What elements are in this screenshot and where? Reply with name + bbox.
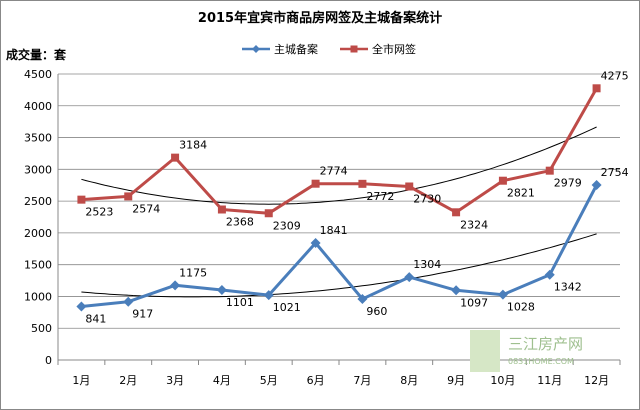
data-label: 2730 (413, 192, 441, 205)
data-label: 2368 (226, 216, 254, 229)
data-label: 4275 (601, 69, 629, 82)
data-point (123, 296, 134, 307)
data-label: 2979 (554, 177, 582, 190)
x-tick-label-10: 10月 (490, 374, 515, 387)
data-point (216, 285, 227, 296)
data-label: 2774 (320, 165, 348, 178)
data-point (217, 205, 226, 214)
x-tick-label-7: 7月 (353, 374, 371, 387)
x-tick-label-5: 5月 (260, 374, 278, 387)
legend-label-2: 全市网签 (372, 42, 416, 56)
data-label: 2821 (507, 187, 535, 200)
data-label: 1304 (413, 258, 441, 271)
data-label: 1342 (554, 281, 582, 294)
data-label: 917 (132, 308, 153, 321)
watermark-url: 0831HOME.COM (508, 357, 574, 366)
trendlines (81, 126, 597, 298)
x-tick-label-11: 11月 (537, 374, 562, 387)
data-point (545, 166, 554, 175)
watermark-name: 三江房产网 (508, 335, 583, 353)
data-point (544, 269, 555, 280)
y-tick-label-0: 0 (45, 354, 52, 367)
y-tick-label-2000: 2000 (24, 227, 52, 240)
legend: 主城备案 全市网签 (242, 42, 416, 56)
data-point (591, 179, 602, 190)
data-point (452, 208, 461, 217)
data-point (404, 272, 415, 283)
data-point (310, 237, 321, 248)
data-point (124, 192, 133, 201)
data-point (76, 301, 87, 312)
data-label: 3184 (179, 139, 207, 152)
data-label: 2772 (366, 190, 394, 203)
y-tick-label-4500: 4500 (24, 68, 52, 81)
data-label: 960 (366, 305, 387, 318)
x-tick-label-1: 1月 (72, 374, 90, 387)
watermark-logo: 三江房产网 0831HOME.COM (470, 330, 583, 372)
y-tick-label-4000: 4000 (24, 100, 52, 113)
data-point (357, 293, 368, 304)
y-tick-label-1500: 1500 (24, 259, 52, 272)
trendline-series-2 (81, 126, 597, 205)
data-point (358, 179, 367, 188)
legend-marker-square (350, 45, 358, 53)
data-point (77, 195, 86, 204)
y-tick-label-3000: 3000 (24, 163, 52, 176)
data-label: 841 (85, 313, 106, 326)
data-point (264, 209, 273, 218)
chart-title: 2015年宜宾市商品房网签及主城备案统计 (197, 11, 443, 26)
data-point (263, 290, 274, 301)
series-line-1 (81, 184, 598, 308)
data-point (451, 285, 462, 296)
data-label: 1097 (460, 296, 488, 309)
data-label: 2523 (85, 206, 113, 219)
x-tick-label-8: 8月 (400, 374, 418, 387)
gridlines (58, 73, 620, 329)
data-label: 2324 (460, 218, 488, 231)
data-point (170, 280, 181, 291)
series-line-2 (81, 87, 598, 215)
series-lines (76, 84, 602, 312)
data-label: 1021 (273, 301, 301, 314)
data-point (498, 176, 507, 185)
watermark-building-icon (470, 330, 500, 372)
data-label: 1028 (507, 301, 535, 314)
x-tick-label-9: 9月 (447, 374, 465, 387)
data-label: 1175 (179, 266, 207, 279)
data-label: 2309 (273, 219, 301, 232)
data-labels: 841 917 1175 1101 1021 1841 960 1304 1097 1028 134… (85, 69, 628, 325)
data-label: 1101 (226, 296, 254, 309)
x-tick-label-3: 3月 (166, 374, 184, 387)
data-point (405, 182, 414, 191)
y-tick-label-1000: 1000 (24, 290, 52, 303)
y-axis-label: 成交量：套 (6, 48, 67, 62)
data-label: 2754 (601, 166, 629, 179)
data-label: 2574 (132, 202, 160, 215)
x-tick-label-4: 4月 (213, 374, 231, 387)
data-point (171, 153, 180, 162)
trendline-series-1 (81, 233, 597, 298)
y-tick-label-3500: 3500 (24, 132, 52, 145)
axes: 0 500 1000 1500 2000 2500 3000 3500 4000 4500 1月 2月… (24, 68, 621, 387)
data-point (592, 84, 601, 93)
legend-label-1: 主城备案 (274, 42, 318, 56)
data-label: 1841 (320, 224, 348, 237)
y-tick-label-500: 500 (31, 322, 52, 335)
x-tick-label-12: 12月 (584, 374, 609, 387)
data-point (311, 179, 320, 188)
x-tick-label-6: 6月 (307, 374, 325, 387)
data-point (497, 289, 508, 300)
x-tick-label-2: 2月 (119, 374, 137, 387)
legend-marker-diamond (252, 45, 260, 53)
y-tick-label-2500: 2500 (24, 195, 52, 208)
